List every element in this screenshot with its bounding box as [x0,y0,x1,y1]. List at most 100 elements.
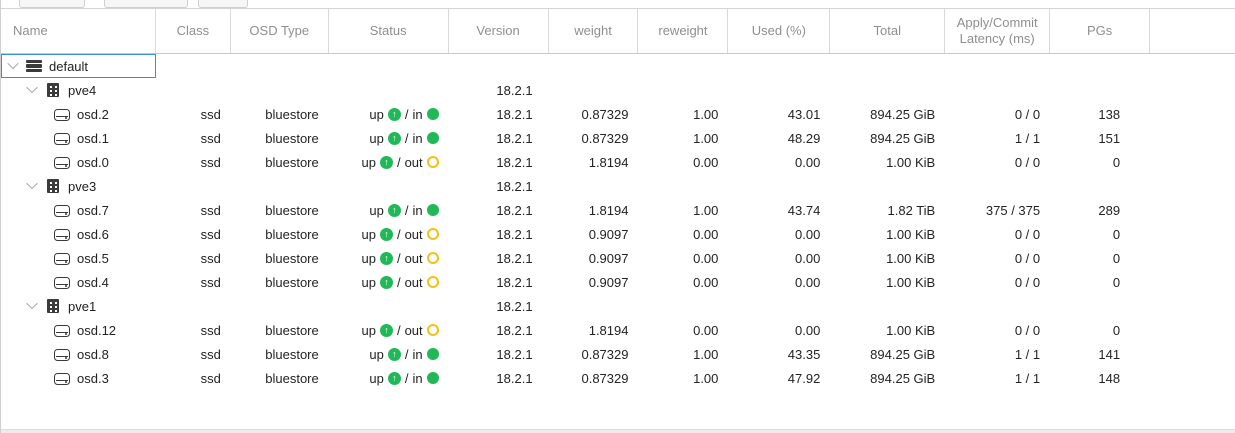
version-value: 18.2.1 [496,370,533,386]
tree-row-osd.7[interactable]: osd.7 ssd bluestore up ↑ / in 18.2.1 1.8194 1.00 4… [1,198,1235,222]
osd_type-value: bluestore [265,202,319,218]
version-value: 18.2.1 [496,226,533,242]
chevron-down-icon[interactable] [26,297,38,309]
cell-weight: 0.87329 [549,102,639,126]
status-up-label: up [361,274,376,290]
latency-value: 0 / 0 [1014,106,1041,122]
tree-row-osd.1[interactable]: osd.1 ssd bluestore up ↑ / in 18.2.1 0.87329 1.00… [1,126,1235,150]
cell-reweight [638,174,728,198]
reweight-value: 0.00 [693,154,719,170]
tree-cell-pve1[interactable]: pve1 [1,294,156,318]
tree-cell-pve4[interactable]: pve4 [1,78,156,102]
cell-filler [1150,150,1235,174]
status-separator: / [396,226,401,242]
column-header-reweight[interactable]: reweight [638,9,729,53]
column-header-osd_type[interactable]: OSD Type [231,9,329,53]
column-header-pgs[interactable]: PGs [1050,9,1151,53]
column-header-used[interactable]: Used (%) [728,9,831,53]
tree-cell-pve3[interactable]: pve3 [1,174,156,198]
column-header-filler[interactable] [1150,9,1235,53]
tree-row-default[interactable]: default [1,54,1235,78]
cell-version [449,54,549,78]
cell-weight: 0.87329 [549,366,639,390]
tree-cell-osd.2[interactable]: osd.2 [1,102,156,126]
cell-weight [549,78,639,102]
version-value: 18.2.1 [496,202,533,218]
cell-reweight: 0.00 [638,246,728,270]
chevron-down-icon[interactable] [7,57,19,69]
tree-cell-osd.1[interactable]: osd.1 [1,126,156,150]
class-value: ssd [200,322,221,338]
cell-weight: 0.87329 [549,126,639,150]
chevron-down-icon[interactable] [26,177,38,189]
tree-row-osd.2[interactable]: osd.2 ssd bluestore up ↑ / in 18.2.1 0.87329 1.00… [1,102,1235,126]
pgs-value: 141 [1098,346,1121,362]
pgs-value: 151 [1098,130,1121,146]
osd_type-value: bluestore [265,250,319,266]
tree-cell-osd.0[interactable]: osd.0 [1,150,156,174]
column-header-latency[interactable]: Apply/Commit Latency (ms) [945,9,1051,53]
tree-row-osd.8[interactable]: osd.8 ssd bluestore up ↑ / in 18.2.1 0.87329 1.00… [1,342,1235,366]
cell-version: 18.2.1 [449,222,549,246]
status-up-label: up [369,370,384,386]
column-header-class[interactable]: Class [156,9,231,53]
reweight-value: 0.00 [693,226,719,242]
tree-row-osd.6[interactable]: osd.6 ssd bluestore up ↑ / out 18.2.1 0.9097 0.00… [1,222,1235,246]
tree-row-osd.3[interactable]: osd.3 ssd bluestore up ↑ / in 18.2.1 0.87329 1.00… [1,366,1235,390]
tree-cell-osd.7[interactable]: osd.7 [1,198,156,222]
version-value: 18.2.1 [496,274,533,290]
tree-cell-osd.3[interactable]: osd.3 [1,366,156,390]
tree-row-osd.12[interactable]: osd.12 ssd bluestore up ↑ / out 18.2.1 1.8194 0.0… [1,318,1235,342]
tree-cell-default[interactable]: default [1,54,156,78]
cell-pgs [1050,294,1150,318]
cell-total: 1.82 TiB [830,198,945,222]
tree-cell-osd.4[interactable]: osd.4 [1,270,156,294]
grid-body: default pve4 18.2.1 osd.2 ssd bluestore up ↑ / in… [1,54,1235,390]
tree-row-osd.5[interactable]: osd.5 ssd bluestore up ↑ / out 18.2.1 0.9097 0.00… [1,246,1235,270]
column-header-label-name: Name [13,22,48,38]
cell-pgs: 0 [1050,222,1150,246]
toolbar-button-fragment-1[interactable] [19,0,85,8]
tree-row-osd.4[interactable]: osd.4 ssd bluestore up ↑ / out 18.2.1 0.9097 0.00… [1,270,1235,294]
tree-cell-osd.12[interactable]: osd.12 [1,318,156,342]
column-header-total[interactable]: Total [830,9,946,53]
toolbar-button-fragment-3[interactable] [198,0,248,8]
toolbar-button-fragment-2[interactable] [104,0,188,8]
cell-latency [945,294,1050,318]
tree-cell-osd.6[interactable]: osd.6 [1,222,156,246]
tree-cell-osd.5[interactable]: osd.5 [1,246,156,270]
tree-row-pve1[interactable]: pve1 18.2.1 [1,294,1235,318]
column-header-weight[interactable]: weight [549,9,639,53]
column-header-status[interactable]: Status [329,9,449,53]
tree-row-osd.0[interactable]: osd.0 ssd bluestore up ↑ / out 18.2.1 1.8194 0.00… [1,150,1235,174]
cell-pgs: 289 [1050,198,1150,222]
tree-cell-osd.8[interactable]: osd.8 [1,342,156,366]
cell-weight: 0.9097 [549,246,639,270]
pgs-value: 148 [1098,370,1121,386]
cell-pgs [1050,78,1150,102]
cell-total: 894.25 GiB [830,126,945,150]
cell-version: 18.2.1 [449,198,549,222]
column-header-version[interactable]: Version [449,9,549,53]
cell-total [830,54,945,78]
cell-osd_type: bluestore [231,150,329,174]
cell-version: 18.2.1 [449,270,549,294]
cell-osd_type [231,174,329,198]
tree-row-pve3[interactable]: pve3 18.2.1 [1,174,1235,198]
class-value: ssd [200,274,221,290]
column-header-label-status: Status [369,22,407,38]
cell-osd_type: bluestore [231,270,329,294]
status-separator: / [396,322,401,338]
column-header-label-reweight: reweight [658,22,708,38]
tree-node-label: pve1 [68,298,97,314]
chevron-down-icon[interactable] [26,81,38,93]
tree-row-pve4[interactable]: pve4 18.2.1 [1,78,1235,102]
reweight-value: 1.00 [693,346,719,362]
column-header-name[interactable]: Name [1,9,156,53]
cell-status: up ↑ / out [329,270,449,294]
cell-weight: 0.9097 [549,222,639,246]
used-value: 43.35 [787,346,821,362]
arrow-circle-up-icon: ↑ [387,203,401,217]
cell-reweight: 1.00 [638,126,728,150]
